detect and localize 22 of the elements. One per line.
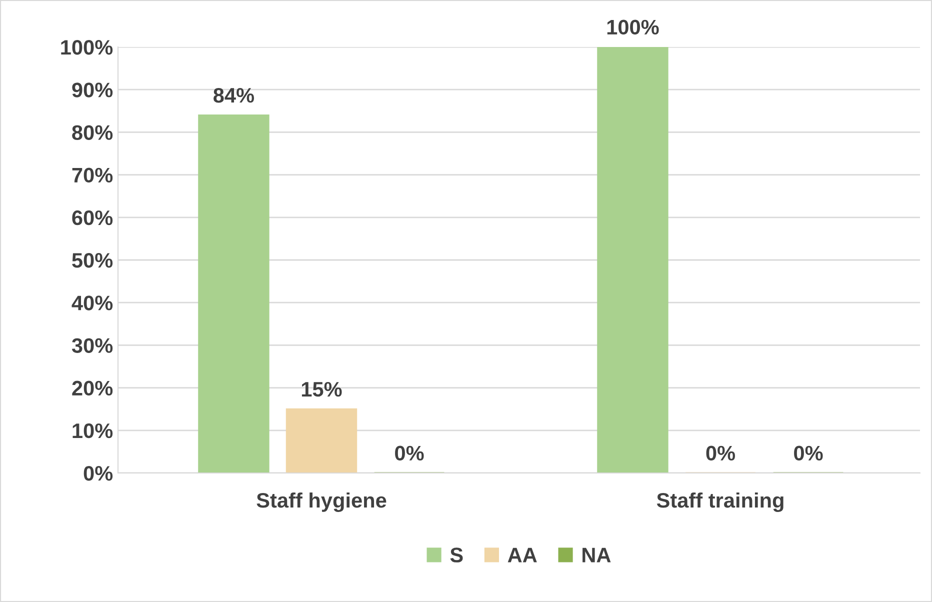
y-tick-label: 30% [72, 338, 113, 353]
y-tick-label: 90% [72, 82, 113, 98]
legend-label: S [450, 548, 463, 562]
y-tick-label: 80% [72, 125, 113, 140]
y-tick-label: 10% [72, 423, 113, 438]
y-tick-label: 50% [72, 253, 113, 268]
data-label: 0% [794, 446, 823, 461]
data-label: 100% [607, 20, 659, 35]
data-label: 15% [302, 382, 342, 397]
legend-label: NA [582, 548, 611, 562]
data-label: 0% [395, 446, 424, 461]
x-tick-label: Staff hygiene [256, 492, 386, 512]
y-tick-label: 40% [72, 296, 113, 310]
data-label: 84% [214, 88, 254, 103]
y-tick-label: 60% [72, 210, 113, 226]
x-tick-label: Staff training [656, 492, 784, 512]
legend-label: AA [508, 548, 537, 562]
y-tick-label: 0% [84, 466, 113, 481]
y-tick-label: 70% [72, 168, 113, 183]
y-tick-label: 20% [72, 380, 113, 396]
data-label: 0% [706, 446, 736, 461]
y-tick-label: 100% [61, 40, 113, 55]
